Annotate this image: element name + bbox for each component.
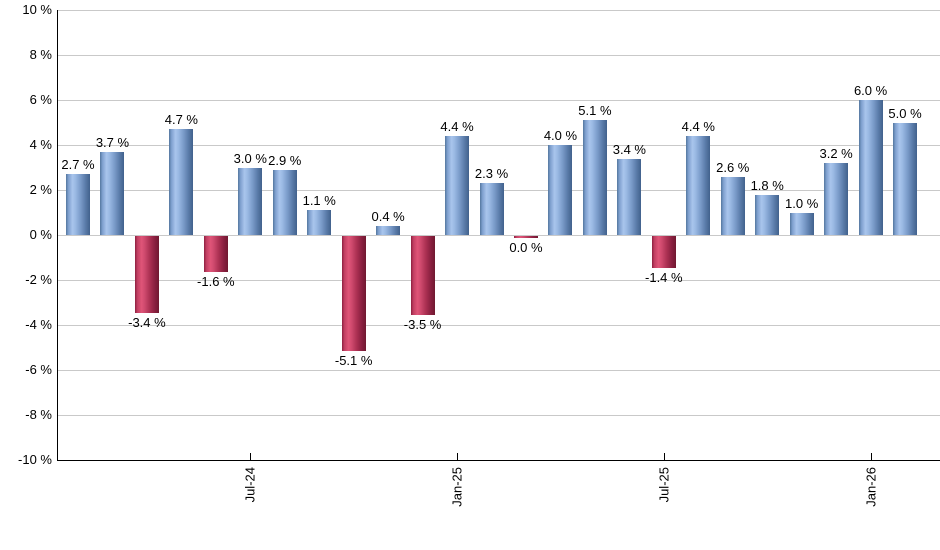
bar [100,151,125,235]
y-axis-tick-label: -10 % [18,452,52,467]
bar [789,212,814,235]
bar-value-label: 3.0 % [233,150,267,166]
bar [824,163,849,235]
bar [66,174,90,235]
x-axis-tick [870,453,872,460]
x-axis-tick [250,453,252,460]
y-axis-tick-label: -6 % [25,362,52,377]
bar-value-label: 6.0 % [853,83,888,98]
bar-value-label: 2.6 % [716,159,750,175]
x-axis-tick [663,453,665,460]
bar-value-label: 5.0 % [888,105,922,121]
bar [307,210,332,235]
gridline [57,370,940,371]
y-axis-tick-label: 0 % [29,227,52,242]
bar [341,236,366,351]
y-axis-line [57,10,58,461]
bar [479,183,504,235]
bar [651,236,676,268]
y-axis-tick-label: 2 % [29,182,52,197]
y-axis-tick-label: -8 % [25,407,52,422]
y-axis-tick-label: -4 % [25,317,52,332]
bar-value-label: 3.2 % [819,146,853,161]
bar [272,169,297,235]
x-axis-tick-label: Jul-25 [656,467,672,503]
bar [720,176,745,235]
bar-value-label: -3.4 % [128,314,166,330]
y-axis-tick-label: 8 % [29,47,52,62]
y-axis-tick-label: -2 % [25,272,52,287]
x-axis-tick-label: Jan-25 [449,467,465,507]
x-axis-line [57,460,940,461]
bar [410,236,435,315]
bar [238,167,263,235]
bar [376,226,401,235]
x-axis-tick-label: Jan-26 [863,467,879,507]
bar-value-label: -5.1 % [334,352,373,368]
bar [548,145,573,235]
bar-value-label: 2.7 % [61,157,95,173]
gridline [57,10,940,11]
bar [513,236,538,238]
bar [134,236,159,313]
bar-value-label: 4.0 % [543,128,578,143]
bar [686,136,711,235]
y-axis-tick-label: 6 % [29,92,52,107]
bar-value-label: 0.4 % [371,209,405,224]
bar [203,236,228,272]
x-axis-tick [457,453,459,460]
bar-value-label: 4.4 % [440,119,474,134]
bar [858,100,883,235]
bar-value-label: 1.0 % [785,195,819,211]
bar [445,136,470,235]
bar-value-label: 2.3 % [474,166,509,182]
gridline [57,55,940,56]
bar-value-label: -3.5 % [403,316,442,332]
bar-value-label: 5.1 % [578,103,612,119]
bar-value-label: 4.7 % [164,112,198,128]
x-axis-tick-label: Jul-24 [242,467,258,503]
bar-value-label: 0.0 % [509,240,543,255]
y-axis-tick-label: 4 % [29,137,52,152]
bar [893,122,918,235]
bar-value-label: -1.6 % [197,274,235,289]
bar-value-label: 2.9 % [268,152,302,168]
bar-value-label: -1.4 % [645,269,683,285]
bar-value-label: 3.4 % [612,141,646,157]
bar-value-label: 1.8 % [750,177,784,193]
y-axis-tick-label: 10 % [22,2,52,17]
bar [617,158,642,235]
bar [169,129,194,235]
gridline [57,145,940,146]
gridline [57,235,940,236]
bar-value-label: 4.4 % [681,119,715,134]
gridline [57,280,940,281]
bar [582,120,607,235]
bar [755,194,780,235]
gridline [57,415,940,416]
bar-value-label: 3.7 % [95,134,130,150]
gridline [57,100,940,101]
bar-value-label: 1.1 % [302,193,336,209]
gridline [57,325,940,326]
